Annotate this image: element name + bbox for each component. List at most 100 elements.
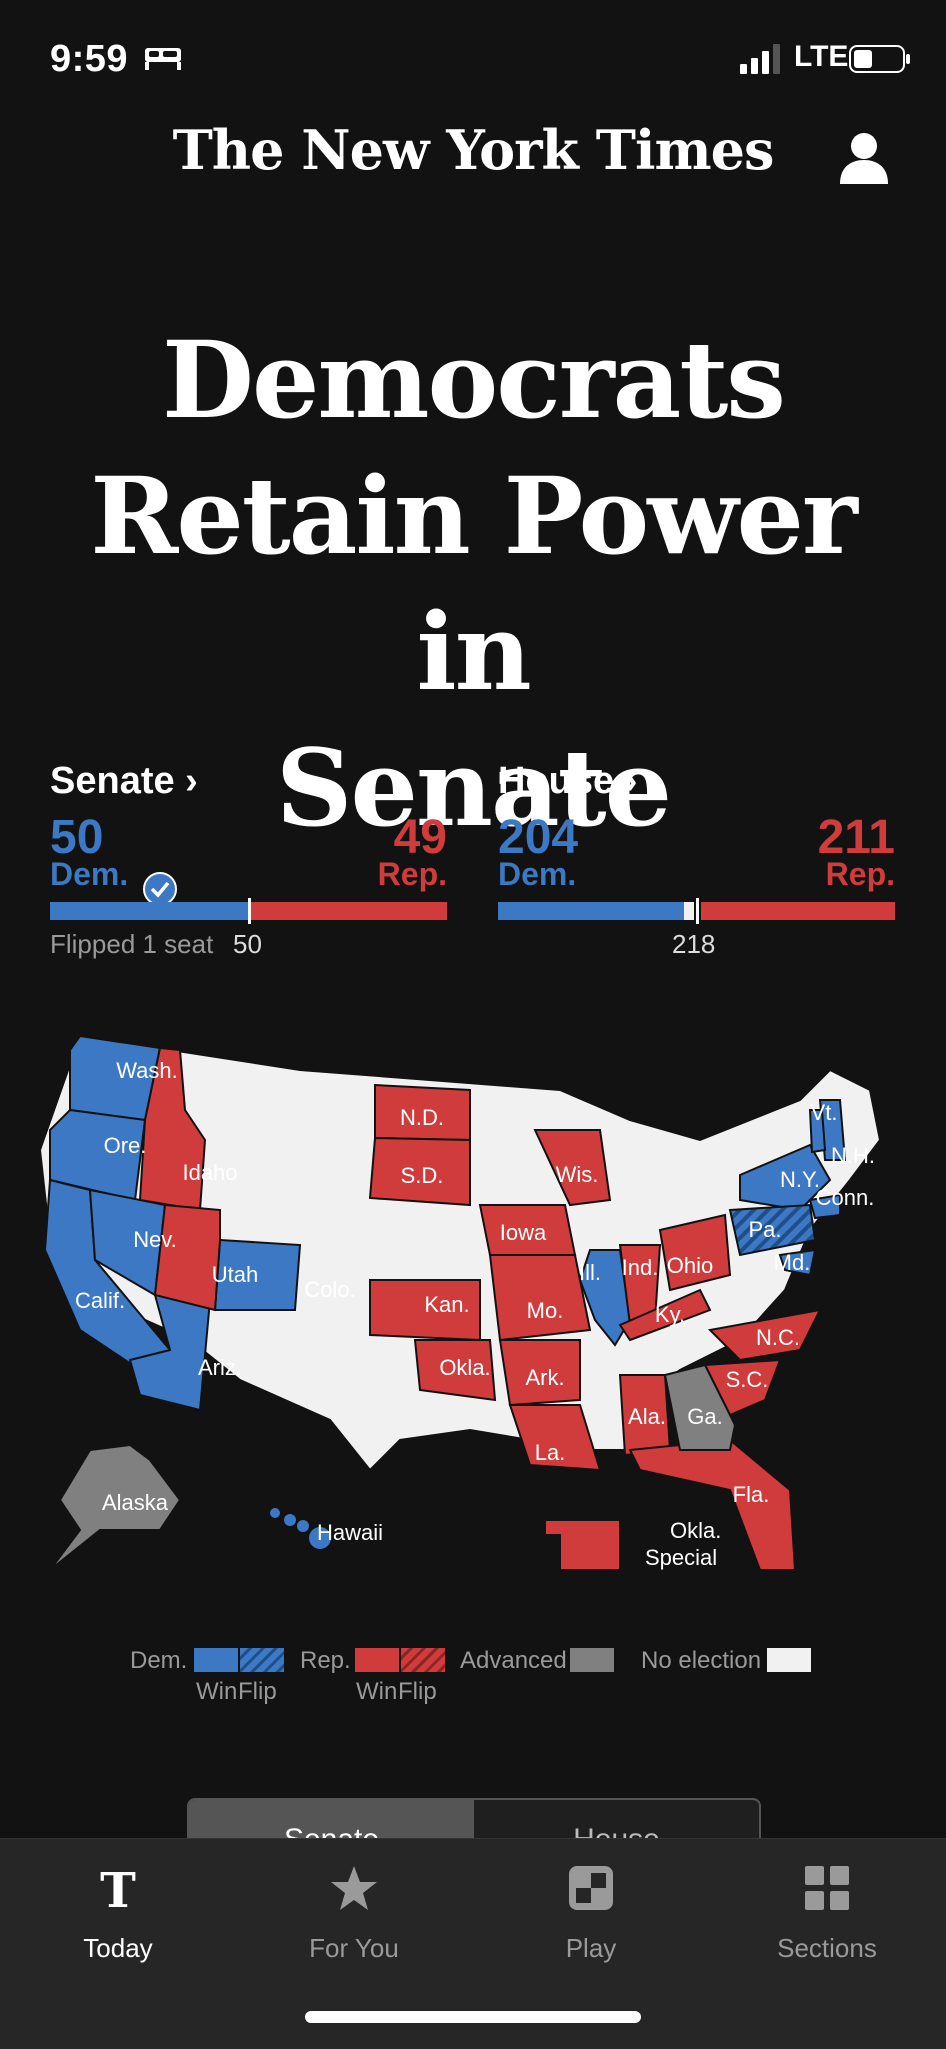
- state-sd: [368, 1136, 471, 1207]
- house-undecided-bar: [684, 902, 694, 920]
- state-vt: [808, 1109, 827, 1154]
- label-nd: N.D.: [400, 1105, 444, 1130]
- state-wis: [533, 1129, 612, 1207]
- state-ark: [498, 1339, 581, 1407]
- house-rep-label: Rep.: [825, 856, 895, 892]
- label-okla-special-2: Special: [645, 1545, 717, 1570]
- tab-for-you[interactable]: For You: [236, 1839, 472, 1979]
- bed-icon: [145, 48, 181, 70]
- legend-no-election-swatch: [767, 1648, 811, 1672]
- legend-rep-flip: Flip: [398, 1678, 437, 1705]
- state-mo: [488, 1254, 592, 1342]
- label-kan: Kan.: [424, 1292, 469, 1317]
- state-alaska: [49, 1443, 182, 1571]
- state-utah: [153, 1203, 221, 1312]
- house-rep-bar: [701, 902, 895, 920]
- label-iowa: Iowa: [500, 1220, 547, 1245]
- label-vt: Vt.: [811, 1100, 838, 1125]
- label-ark: Ark.: [525, 1365, 564, 1390]
- state-ga: [663, 1363, 737, 1451]
- legend-rep-flip-swatch: [401, 1648, 445, 1672]
- state-la: [508, 1404, 602, 1472]
- senate-flip-note: Flipped 1 seat: [50, 929, 214, 959]
- tab-today-label: Today: [83, 1933, 153, 1963]
- house-link[interactable]: House ›: [498, 760, 638, 802]
- label-ore: Ore.: [104, 1133, 147, 1158]
- tab-today[interactable]: T Today: [0, 1839, 236, 1979]
- state-ky: [618, 1288, 712, 1342]
- label-hawaii: Hawaii: [317, 1520, 383, 1545]
- senate-link[interactable]: Senate ›: [50, 760, 198, 802]
- label-fla: Fla.: [733, 1482, 770, 1507]
- star-icon: [331, 1866, 377, 1910]
- battery-icon: [849, 45, 910, 73]
- label-ind: Ind.: [622, 1255, 659, 1280]
- legend-no-election-label: No election: [641, 1647, 762, 1674]
- house-majority-marker: [696, 898, 699, 924]
- tab-for-you-label: For You: [309, 1933, 399, 1963]
- home-indicator[interactable]: [305, 2011, 641, 2023]
- state-okla-special: [544, 1519, 621, 1571]
- nyt-logo-icon: T: [100, 1863, 136, 1913]
- check-icon: [143, 872, 177, 906]
- state-ny: [739, 1143, 832, 1212]
- label-nh: N.H.: [831, 1143, 875, 1168]
- label-ohio: Ohio: [667, 1253, 713, 1278]
- legend-dem-label: Dem.: [130, 1647, 188, 1674]
- state-nc: [707, 1308, 822, 1362]
- headline-line-2: Retain Power in: [90, 453, 858, 714]
- legend-rep-win: Win: [356, 1678, 398, 1705]
- label-pa: Pa.: [748, 1217, 781, 1242]
- legend-rep-label: Rep.: [300, 1647, 351, 1674]
- label-ariz: Ariz.: [198, 1355, 242, 1380]
- tab-sections[interactable]: Sections: [709, 1839, 945, 1979]
- senate-threshold: 50: [233, 929, 262, 959]
- label-ala: Ala.: [628, 1404, 666, 1429]
- grid-icon: [805, 1866, 849, 1910]
- label-okla-special-1: Okla.: [670, 1518, 721, 1543]
- label-sd: S.D.: [401, 1163, 444, 1188]
- svg-text:T: T: [100, 1863, 136, 1913]
- play-puzzle-icon: [569, 1866, 613, 1910]
- legend-rep-win-swatch: [355, 1648, 399, 1672]
- election-map[interactable]: Wash. Ore. Idaho Nev. Calif. Utah Colo. …: [40, 1030, 920, 1590]
- legend-dem-flip-swatch: [240, 1648, 284, 1672]
- masthead-logo[interactable]: The New York Times: [172, 118, 775, 182]
- label-ny: N.Y.: [780, 1167, 820, 1192]
- label-utah: Utah: [212, 1262, 258, 1287]
- state-pa: [728, 1203, 817, 1257]
- legend-dem-win: Win: [196, 1678, 238, 1705]
- legend-advanced-label: Advanced: [460, 1647, 567, 1674]
- label-conn: Conn.: [816, 1185, 875, 1210]
- senate-rep-seats: 49: [393, 811, 447, 864]
- label-idaho: Idaho: [182, 1160, 237, 1185]
- label-nc: N.C.: [756, 1325, 800, 1350]
- label-colo: Colo.: [304, 1277, 355, 1302]
- state-hawaii: [270, 1508, 331, 1549]
- label-mo: Mo.: [527, 1298, 564, 1323]
- label-md: Md.: [774, 1250, 811, 1275]
- state-okla: [413, 1339, 497, 1402]
- label-la: La.: [535, 1440, 566, 1465]
- senate-dem-bar: [50, 902, 248, 920]
- legend-dem-win-swatch: [194, 1648, 238, 1672]
- headline-line-1: Democrats: [162, 317, 786, 442]
- house-dem-bar: [498, 902, 684, 920]
- state-conn: [808, 1193, 841, 1220]
- us-landmass: [40, 1034, 882, 1472]
- status-time: 9:59: [50, 38, 129, 80]
- label-alaska: Alaska: [102, 1490, 169, 1515]
- person-icon[interactable]: [834, 128, 894, 188]
- state-md: [778, 1248, 817, 1277]
- senate-rep-bar: [251, 902, 447, 920]
- signal-icon: [740, 44, 780, 74]
- tab-play-label: Play: [565, 1933, 617, 1963]
- legend-advanced-swatch: [570, 1648, 614, 1672]
- label-wash: Wash.: [116, 1058, 178, 1083]
- state-fla: [628, 1438, 797, 1571]
- label-ga: Ga.: [687, 1404, 722, 1429]
- label-okla: Okla.: [439, 1355, 490, 1380]
- house-dem-label: Dem.: [498, 856, 577, 892]
- headline[interactable]: Democrats Retain Power in Senate: [40, 312, 906, 856]
- tab-play[interactable]: Play: [473, 1839, 709, 1979]
